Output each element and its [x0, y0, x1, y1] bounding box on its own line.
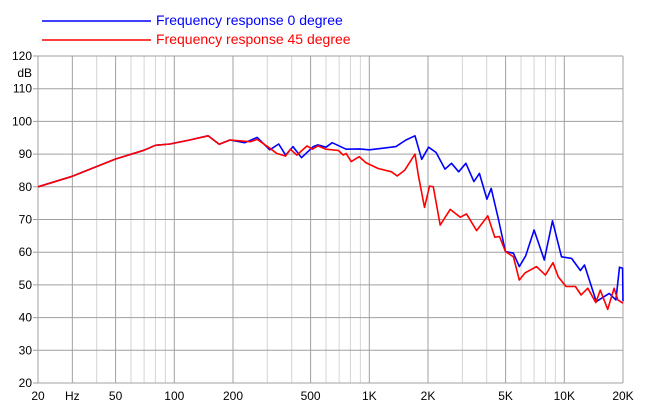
x-tick-label: 5K [498, 389, 513, 403]
legend: Frequency response 0 degree Frequency re… [42, 12, 351, 47]
y-tick-label: 80 [19, 180, 33, 194]
x-tick-label: 50 [109, 389, 123, 403]
series-lines [37, 135, 624, 311]
x-tick-label: 20 [31, 389, 45, 403]
y-tick-label: 110 [13, 82, 32, 96]
y-axis-label: dB [17, 66, 32, 80]
legend-label-45deg: Frequency response 45 degree [156, 31, 351, 47]
x-tick-label: 500 [301, 389, 321, 403]
legend-label-0deg: Frequency response 0 degree [156, 12, 343, 28]
y-tick-label: 90 [19, 147, 33, 161]
y-tick-label: 40 [19, 311, 33, 325]
x-tick-label: Hz [65, 389, 80, 403]
x-tick-label: 100 [164, 389, 184, 403]
y-tick-label: 120 [12, 49, 32, 63]
y-tick-label: 100 [12, 114, 32, 128]
x-axis-ticks: 20 Hz 50 100 200 500 1K 2K 5K 10K 20K [31, 389, 633, 403]
y-axis-ticks: 20 30 40 50 60 70 80 90 100 110 120 [12, 49, 32, 390]
y-tick-label: 60 [19, 245, 33, 259]
x-tick-label: 200 [223, 389, 243, 403]
series-line-1 [37, 135, 624, 311]
x-tick-label: 20K [612, 389, 633, 403]
y-tick-label: 30 [19, 343, 33, 357]
y-tick-label: 70 [19, 213, 33, 227]
y-tick-label: 50 [19, 278, 33, 292]
y-tick-label: 20 [19, 376, 33, 390]
x-tick-label: 10K [554, 389, 575, 403]
grid [33, 55, 624, 384]
series-line-0 [37, 135, 624, 303]
x-tick-label: 2K [421, 389, 436, 403]
x-tick-label: 1K [362, 389, 377, 403]
